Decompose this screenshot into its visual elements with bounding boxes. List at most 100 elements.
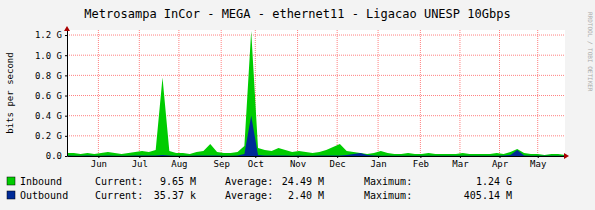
background	[0, 0, 595, 210]
tick-mark	[65, 136, 67, 137]
y-tick: 1.0 G	[35, 51, 67, 61]
legend-swatch	[7, 177, 15, 185]
y-tick: 0.6 G	[35, 91, 67, 101]
stat-value: 35.37 k	[154, 190, 196, 201]
legend-label: Outbound	[20, 190, 68, 201]
tick-label: May	[530, 159, 547, 169]
y-axis-title: bits per second	[5, 52, 15, 133]
axis-line	[68, 156, 566, 157]
grid-line	[67, 115, 565, 116]
tick-label: 0.2 G	[35, 131, 62, 141]
y-tick: 0.8 G	[35, 71, 67, 81]
stat-label: Maximum:	[364, 176, 412, 187]
grid-line	[297, 30, 298, 156]
tick-mark	[65, 75, 67, 76]
grid-line	[67, 135, 565, 136]
tick-mark	[460, 156, 461, 158]
tick-label: 0.8 G	[35, 71, 62, 81]
tick-mark	[298, 156, 299, 158]
stat-label: Average:	[225, 176, 273, 187]
x-tick: Oct	[248, 156, 264, 169]
tick-mark	[98, 156, 99, 158]
tick-mark	[337, 156, 338, 158]
tick-mark	[65, 35, 67, 36]
grid-line	[420, 30, 421, 156]
tick-mark	[65, 96, 67, 97]
grid-line	[67, 35, 565, 36]
tick-mark	[378, 156, 379, 158]
grid-line	[67, 95, 565, 96]
grid-line	[537, 30, 538, 156]
x-tick: Nov	[290, 156, 306, 169]
grid-line	[139, 30, 140, 156]
tick-label: Sep	[214, 159, 230, 169]
x-tick: Dec	[330, 156, 346, 169]
tick-mark	[65, 116, 67, 117]
plot-background	[67, 30, 565, 156]
tick-label: 0.0	[46, 151, 62, 161]
tick-label: Aug	[171, 159, 187, 169]
tick-mark	[139, 156, 140, 158]
tick-label: 1.2 G	[35, 30, 62, 40]
tick-label: 1.0 G	[35, 51, 62, 61]
area-outbound	[67, 116, 565, 156]
tick-mark	[420, 156, 421, 158]
x-tick: Mar	[452, 156, 469, 169]
grid-line	[499, 30, 500, 156]
plot-area	[67, 31, 565, 156]
tick-mark	[538, 156, 539, 158]
tick-label: Jan	[370, 159, 386, 169]
axis-arrow	[64, 26, 70, 31]
stat-value: 2.40 M	[288, 190, 324, 201]
tick-label: Dec	[330, 159, 346, 169]
tick-label: Apr	[492, 159, 509, 169]
tick-label: Feb	[413, 159, 429, 169]
stat-value: 1.24 G	[476, 176, 512, 187]
tick-label: Jul	[132, 159, 148, 169]
watermark: RRDTOOL / TOBI OETIKER	[587, 12, 594, 92]
tick-label: 0.6 G	[35, 91, 62, 101]
x-tick: Sep	[214, 156, 230, 169]
y-axis: 0.0 0.2 G 0.4 G 0.6 G 0.8 G 1.0 G 1.2 G	[35, 30, 68, 161]
y-tick: 0.2 G	[35, 131, 67, 141]
legend-swatch	[7, 191, 15, 199]
grid-line	[98, 30, 99, 156]
grid-line	[459, 30, 460, 156]
tick-mark	[500, 156, 501, 158]
grid-line	[337, 30, 338, 156]
title: Metrosampa InCor - MEGA - ethernet11 - L…	[84, 7, 510, 21]
x-tick: Jul	[132, 156, 148, 169]
axis-line	[67, 31, 68, 157]
tick-mark	[179, 156, 180, 158]
axis-arrow	[564, 153, 569, 159]
stat-label: Maximum:	[364, 190, 412, 201]
grid-line	[178, 30, 179, 156]
tick-label: Oct	[248, 159, 264, 169]
tick-mark	[255, 156, 256, 158]
stat-value: 24.49 M	[282, 176, 324, 187]
y-tick: 0.0	[46, 151, 67, 161]
x-tick: Jan	[370, 156, 386, 169]
stat-label: Current:	[95, 176, 143, 187]
tick-label: Jun	[91, 159, 107, 169]
legend-label: Inbound	[20, 176, 62, 187]
y-tick: 0.4 G	[35, 111, 67, 121]
stat-value: 9.65 M	[160, 176, 196, 187]
tick-mark	[221, 156, 222, 158]
tick-label: Nov	[290, 159, 306, 169]
x-tick: Feb	[413, 156, 429, 169]
grid-line	[221, 30, 222, 156]
x-tick: Jun	[91, 156, 107, 169]
tick-mark	[65, 156, 67, 157]
area-inbound	[67, 31, 565, 156]
x-axis: Jun Jul Aug Sep Oct Nov Dec Jan Feb Mar Apr May	[68, 156, 566, 169]
y-tick: 1.2 G	[35, 30, 67, 40]
grid-line	[67, 75, 565, 76]
grid-line	[378, 30, 379, 156]
x-tick: Aug	[171, 156, 187, 169]
chart: Metrosampa InCor - MEGA - ethernet11 - L…	[0, 0, 595, 210]
x-tick: Apr	[492, 156, 509, 169]
stat-label: Current:	[95, 190, 143, 201]
tick-mark	[65, 55, 67, 56]
legend: Inbound Current: 9.65 M Average: 24.49 M Maxi…	[7, 176, 512, 201]
